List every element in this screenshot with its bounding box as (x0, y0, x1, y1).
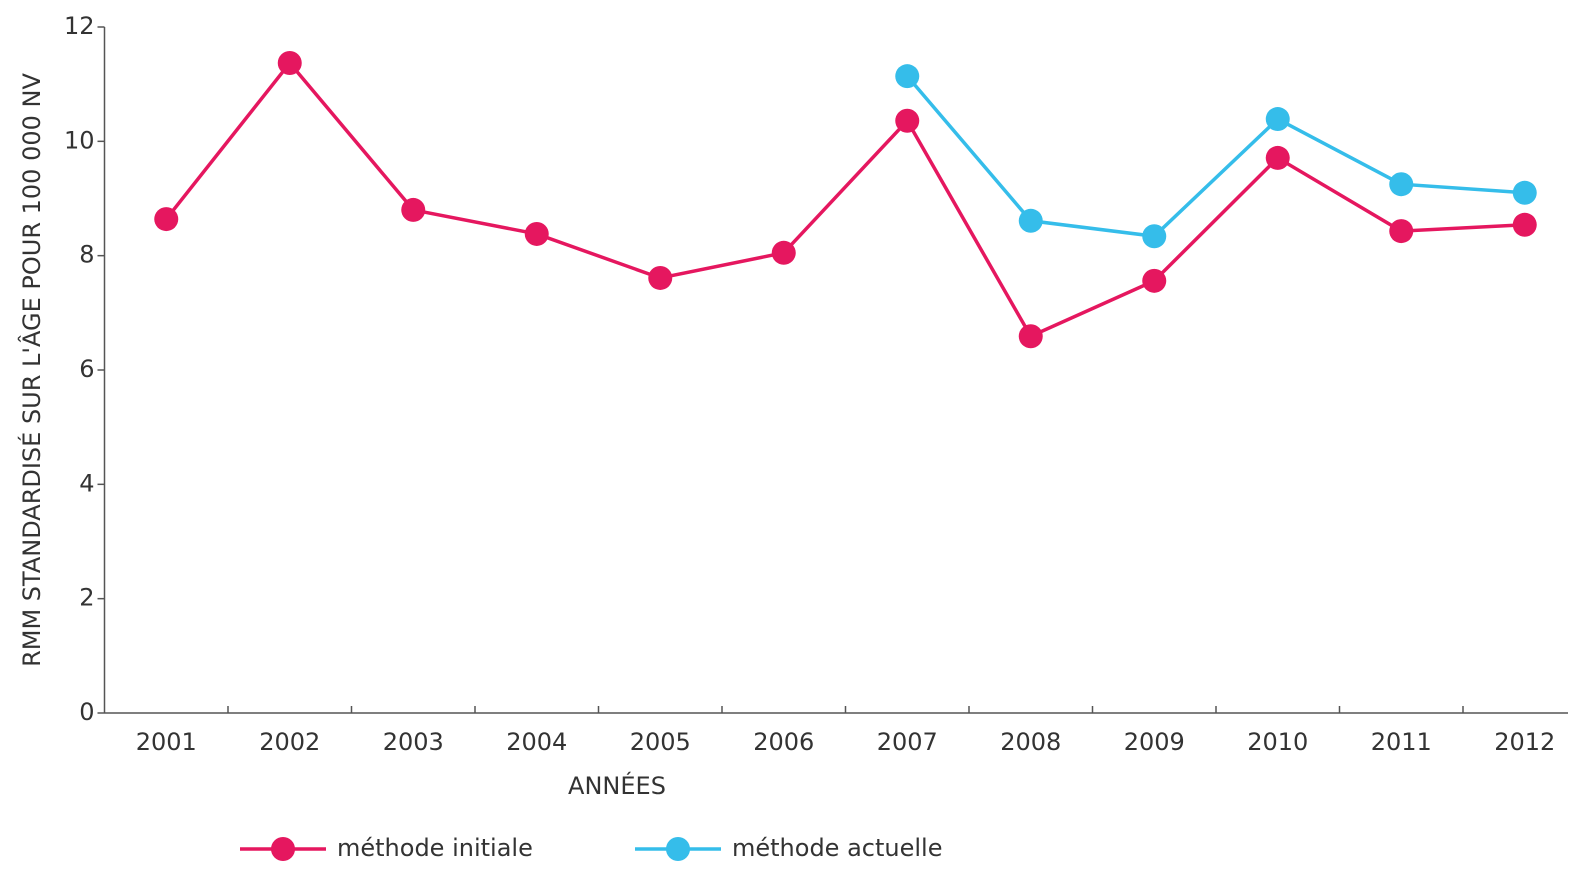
y-axis-label: RMM STANDARDISÉ SUR L'ÂGE POUR 100 000 N… (17, 73, 46, 667)
data-point (1389, 172, 1414, 197)
data-point (1018, 324, 1043, 349)
data-point (1512, 212, 1537, 237)
x-tick-label: 2009 (1124, 728, 1185, 756)
series-line (905, 75, 1525, 239)
data-point (895, 108, 920, 133)
y-tick-label: 0 (79, 698, 94, 726)
data-point (1265, 107, 1290, 132)
x-tick-label: 2005 (630, 728, 691, 756)
x-tick-label: 2007 (877, 728, 938, 756)
data-point (1512, 180, 1537, 205)
data-point (401, 197, 426, 222)
x-tick-label: 2003 (383, 728, 444, 756)
data-point (771, 240, 796, 265)
x-tick-label: 2012 (1494, 728, 1555, 756)
data-point (1018, 208, 1043, 233)
data-point (154, 207, 179, 232)
data-point (648, 265, 673, 290)
data-point (1142, 224, 1167, 249)
y-tick-label: 2 (79, 584, 94, 612)
data-point (1265, 145, 1290, 170)
x-tick-label: 2008 (1000, 728, 1061, 756)
x-tick-label: 2001 (136, 728, 197, 756)
y-tick-label: 12 (64, 12, 95, 40)
x-tick-label: 2011 (1371, 728, 1432, 756)
y-tick-label: 6 (79, 355, 94, 383)
data-point (895, 64, 920, 89)
data-point (1389, 219, 1414, 244)
legend-marker (666, 837, 690, 861)
data-point (524, 221, 549, 246)
y-tick-label: 4 (79, 469, 94, 497)
y-tick-label: 8 (79, 241, 94, 269)
legend-marker (271, 837, 295, 861)
data-point (277, 51, 302, 76)
series-line (164, 60, 1525, 339)
legend-label: méthode initiale (337, 834, 533, 862)
x-tick-label: 2004 (506, 728, 567, 756)
x-tick-label: 2006 (753, 728, 814, 756)
data-point (1142, 268, 1167, 293)
y-tick-label: 10 (64, 126, 95, 154)
x-tick-label: 2002 (259, 728, 320, 756)
x-axis-label: ANNÉES (568, 771, 666, 800)
legend-label: méthode actuelle (732, 834, 942, 862)
x-tick-label: 2010 (1247, 728, 1308, 756)
